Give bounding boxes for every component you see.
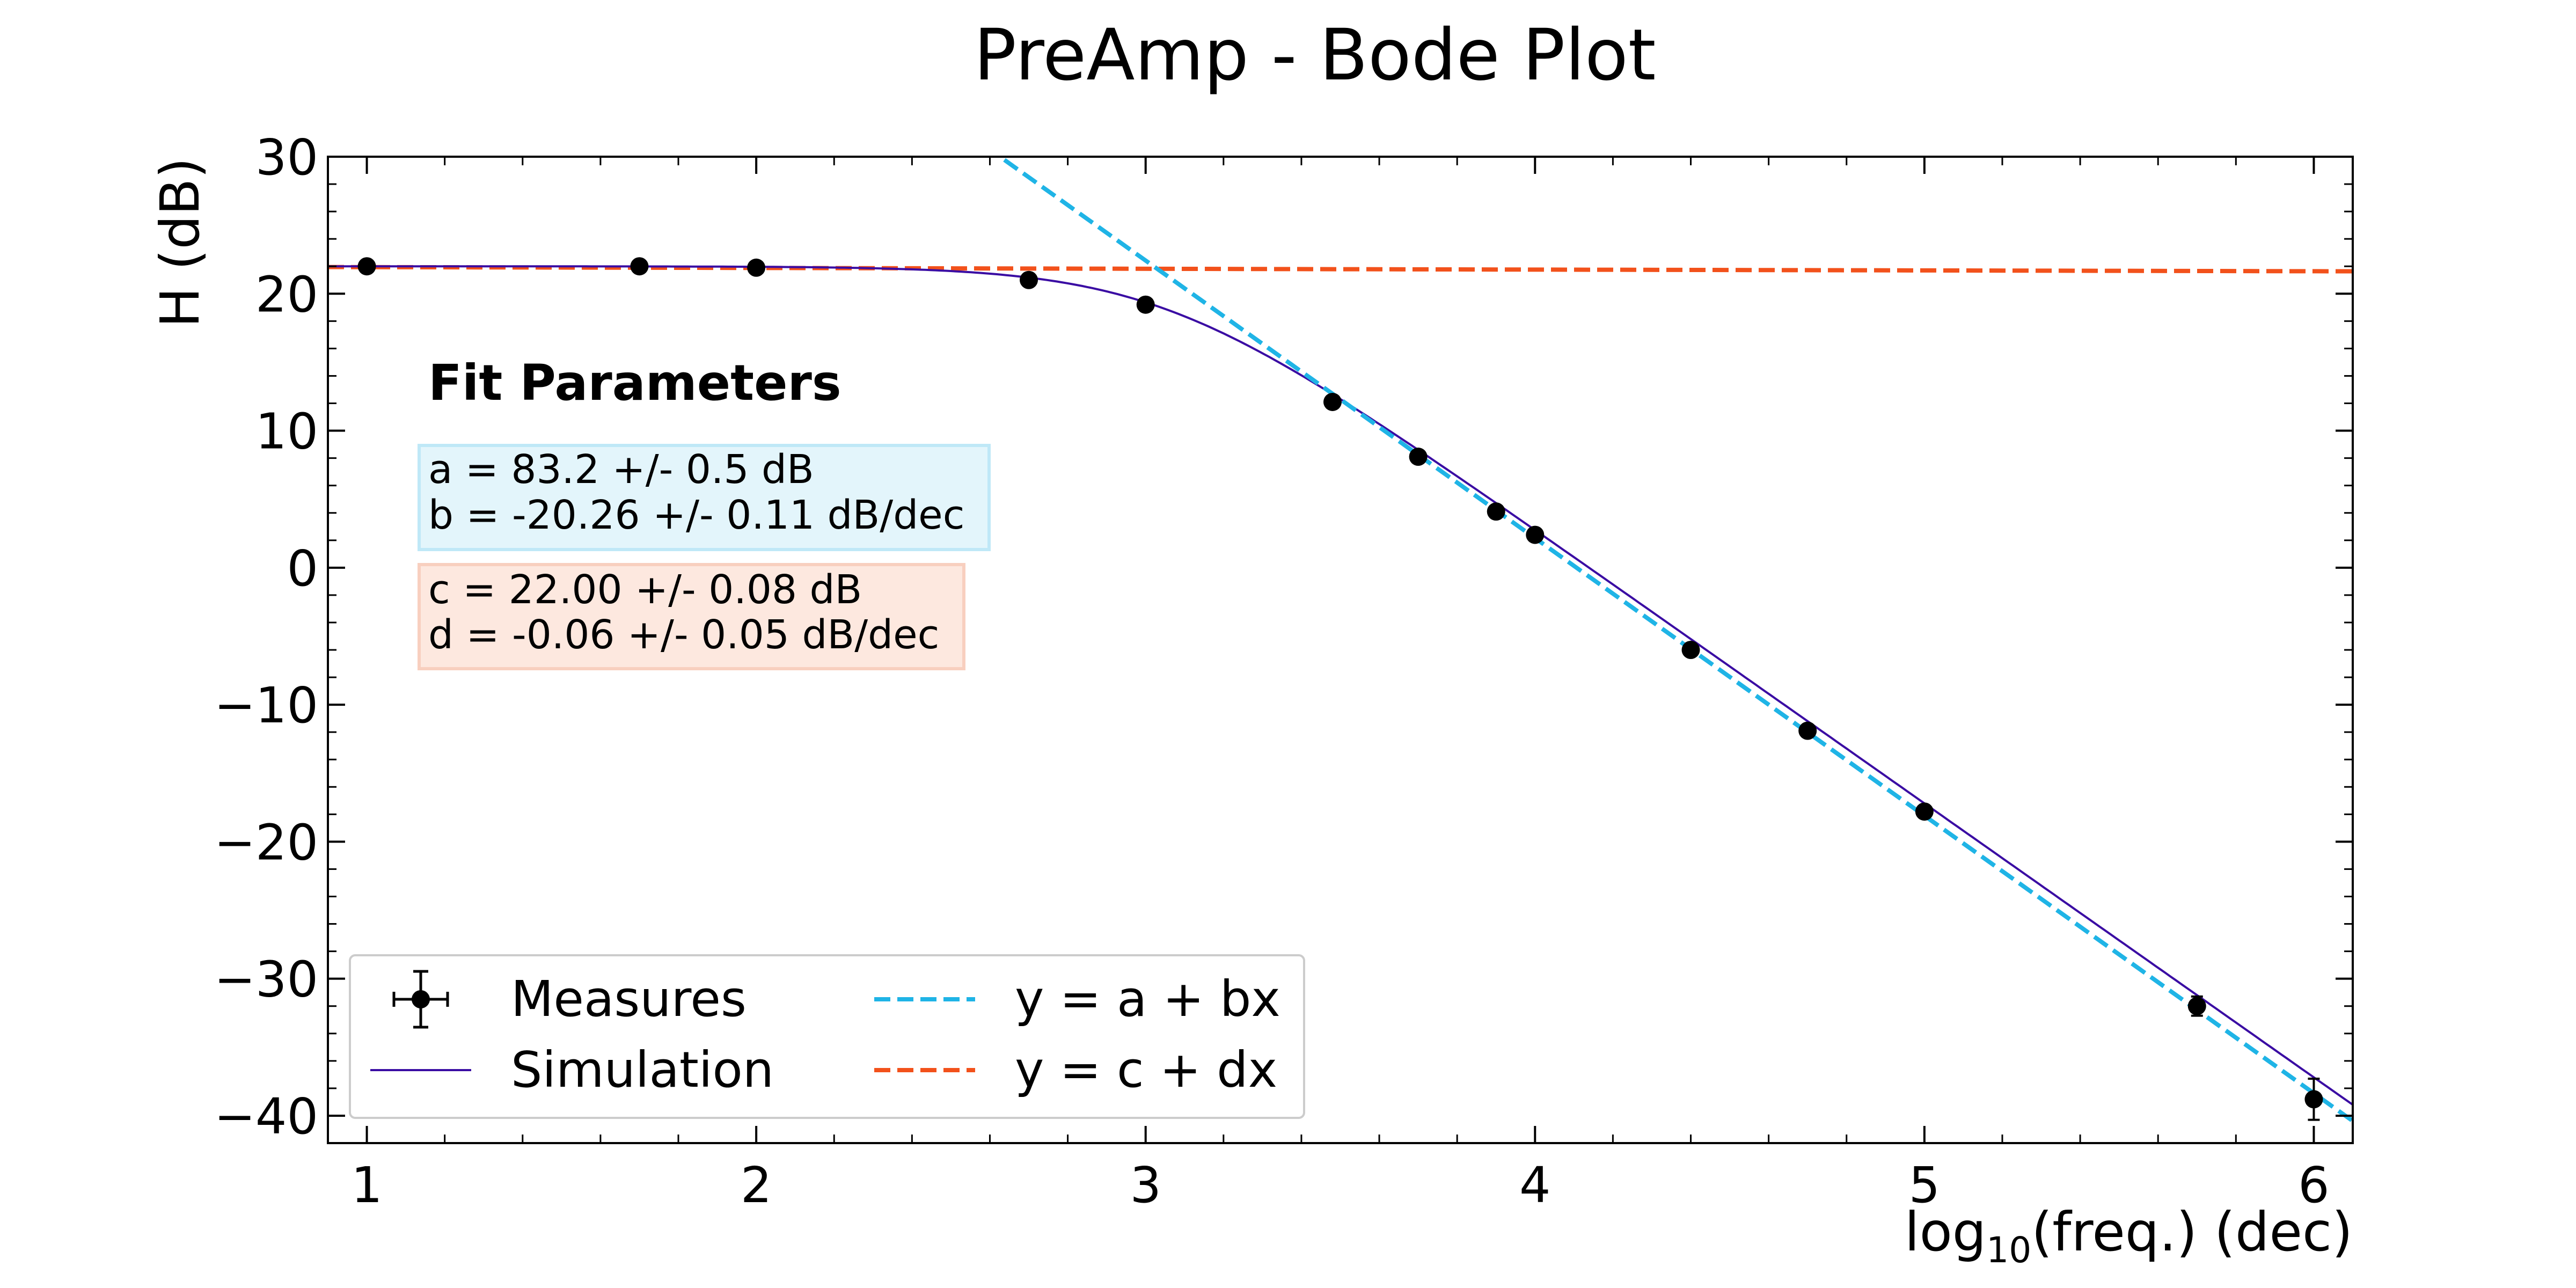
x-tick-label: 1 [351, 1157, 383, 1214]
measure-markers [357, 257, 2323, 1121]
legend-label-fit-cd: y = c + dx [1015, 1041, 1277, 1099]
y-tick-label: −30 [214, 951, 318, 1008]
measure-dot [2304, 1090, 2323, 1109]
fit-param-a: a = 83.2 +/- 0.5 dB [428, 447, 814, 493]
measure-dot [1487, 502, 1505, 521]
measure-dot [2187, 997, 2206, 1015]
fit-ab-box [418, 444, 991, 551]
fit-line-cd [328, 265, 2353, 274]
measure-point [630, 257, 649, 276]
legend-frame [349, 954, 1305, 1119]
measure-point [1136, 295, 1155, 314]
measure-point [1915, 802, 1934, 821]
y-tick-label: 30 [255, 129, 318, 186]
y-tick-label: 10 [255, 403, 318, 460]
measure-dot [1323, 392, 1342, 411]
y-tick-label: 20 [255, 266, 318, 323]
measure-dot [1409, 448, 1428, 466]
measure-dot [1798, 721, 1817, 740]
fit-param-d: d = -0.06 +/- 0.05 dB/dec [428, 612, 939, 658]
x-tick-label: 3 [1130, 1157, 1161, 1214]
measure-dot [747, 258, 766, 277]
y-tick-label: 0 [287, 540, 318, 597]
y-axis-ticks: 30 20 10 0 −10 −20 −30 −40 [214, 129, 2353, 1145]
measure-point [357, 257, 376, 276]
y-tick-label: −10 [214, 677, 318, 734]
legend-label-fit-ab: y = a + bx [1015, 970, 1280, 1028]
x-tick-label: 5 [1909, 1157, 1941, 1214]
legend: Measures Simulation y = a + bx y = c + d… [349, 954, 1305, 1119]
measure-point [1487, 502, 1505, 521]
legend-measures-marker [392, 970, 449, 1029]
fit-param-b: b = -20.26 +/- 0.11 dB/dec [428, 492, 964, 538]
x-tick-label: 6 [2298, 1157, 2330, 1214]
y-tick-label: −40 [214, 1088, 318, 1145]
measure-dot [1136, 295, 1155, 314]
legend-label-measures: Measures [511, 970, 747, 1028]
measure-point [2187, 995, 2206, 1017]
fit-param-c: c = 22.00 +/- 0.08 dB [428, 567, 862, 613]
x-axis-label-prefix: log [1905, 1201, 1986, 1263]
x-axis-label: log10(freq.) (dec) [1905, 1201, 2353, 1271]
measure-dot [1526, 525, 1545, 544]
measure-point [1323, 392, 1342, 411]
measure-point [2304, 1078, 2323, 1121]
y-tick-label: −20 [214, 814, 318, 871]
measure-dot [1915, 802, 1934, 821]
measure-point [1020, 270, 1038, 289]
legend-label-simulation: Simulation [511, 1041, 774, 1099]
x-axis-label-subscript: 10 [1986, 1230, 2031, 1271]
measure-point [1681, 641, 1700, 659]
fit-parameters-heading: Fit Parameters [428, 354, 841, 412]
measure-point [1409, 448, 1428, 466]
chart-title: PreAmp - Bode Plot [974, 14, 1656, 97]
measure-dot [630, 257, 649, 276]
fit-cd-box [418, 563, 965, 670]
measure-dot [357, 257, 376, 276]
measure-point [1526, 525, 1545, 544]
fit-parameters-panel: Fit Parameters a = 83.2 +/- 0.5 dB b = -… [418, 354, 991, 670]
x-axis-ticks: 1 2 3 4 5 6 [351, 157, 2330, 1214]
x-tick-label: 4 [1519, 1157, 1551, 1214]
x-axis-label-suffix: (freq.) (dec) [2031, 1201, 2353, 1263]
measure-dot [1681, 641, 1700, 659]
measure-dot [1020, 270, 1038, 289]
measure-point [747, 258, 766, 277]
measure-point [1798, 721, 1817, 740]
x-tick-label: 2 [741, 1157, 772, 1214]
y-axis-label: H (dB) [149, 157, 211, 327]
